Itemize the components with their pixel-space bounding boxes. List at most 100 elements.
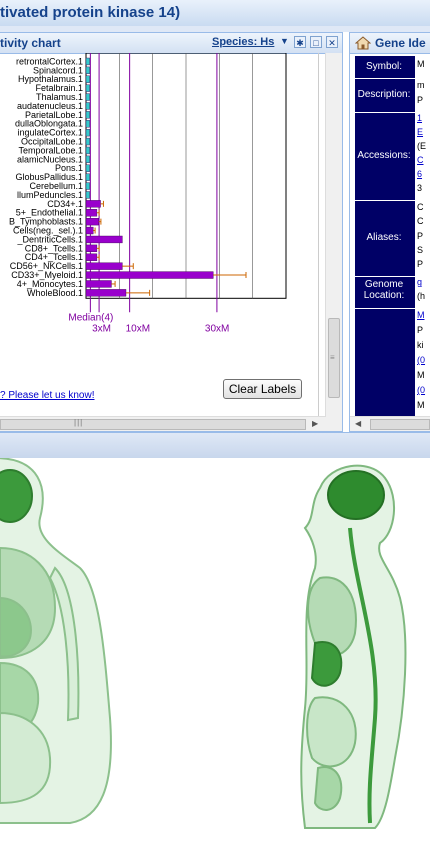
gene-info-value: M	[415, 56, 430, 78]
body-map	[0, 457, 407, 829]
gene-panel-header: Gene Ide	[350, 33, 430, 54]
chart-bar	[85, 200, 101, 208]
chart-bar	[85, 164, 90, 172]
category-label: TemporalLobe.1	[18, 145, 83, 155]
category-label: ingulateCortex.1	[17, 128, 83, 138]
close-icon[interactable]: ✕	[326, 36, 338, 48]
gene-info-value-line[interactable]: 1	[417, 113, 423, 123]
reference-label: 10xM	[126, 323, 150, 334]
gene-info-value-line: (h	[417, 290, 426, 301]
chart-bar	[85, 262, 123, 270]
activity-chart-panel: tivity chart Species: Hs ▼ ✱ □ ✕ retront…	[0, 32, 343, 432]
gene-info-value-line: M	[417, 400, 425, 411]
category-label: dullaOblongata.1	[15, 119, 83, 129]
gene-info-value-line[interactable]: 6	[417, 168, 423, 179]
category-label: GlobusPallidus.1	[15, 172, 83, 182]
gene-info-label: Accessions:	[357, 149, 411, 161]
chart-bar	[85, 182, 90, 190]
category-label: 5+_Endothelial.1	[16, 208, 83, 218]
gene-info-value-line[interactable]: E	[417, 126, 424, 137]
gene-info-value-line[interactable]: (0	[417, 355, 426, 366]
gene-info-value-line[interactable]: (0	[417, 385, 426, 396]
chart-bar	[85, 191, 90, 199]
chart-bar	[85, 128, 90, 137]
median-label: Median(4)	[68, 312, 113, 323]
activity-bar-chart: retrontalCortex.1Spinalcord.1Hypothalamu…	[9, 53, 287, 334]
chart-bar	[85, 209, 98, 217]
home-icon[interactable]	[355, 36, 371, 50]
chart-bar	[85, 226, 94, 235]
feedback-link[interactable]: ? Please let us know!	[0, 390, 95, 401]
gene-info-value-line: C	[417, 202, 424, 212]
chart-area: retrontalCortex.1 Spinalcord.1 Hypothalamu…	[0, 53, 319, 423]
grip-icon: |||	[74, 418, 84, 427]
gene-info-value-line: M	[417, 370, 425, 381]
vertical-scrollbar[interactable]: ≡	[325, 53, 342, 431]
horizontal-scrollbar[interactable]: ◀	[350, 416, 430, 431]
category-label: llumPeduncles.1	[17, 190, 83, 200]
gene-info-value-line: P	[417, 94, 424, 105]
category-label: 4+_Monocytes.1	[17, 279, 83, 289]
chart-bar	[85, 75, 90, 83]
species-selector[interactable]: Species: Hs	[212, 36, 275, 48]
chart-bar	[85, 57, 90, 66]
scrollbar-thumb[interactable]	[328, 318, 340, 398]
restore-icon[interactable]: □	[310, 36, 322, 48]
activity-chart-title: tivity chart	[0, 36, 61, 50]
scrollbar-thumb[interactable]	[370, 419, 430, 430]
horizontal-scrollbar[interactable]: ||| ▶	[0, 416, 326, 431]
gene-info-value-line: 3	[417, 182, 423, 193]
chart-bar	[85, 271, 214, 279]
chart-bar	[85, 84, 90, 92]
panel-splitter[interactable]	[0, 432, 430, 459]
grip-icon: ≡	[330, 353, 335, 362]
gene-info-value-line: C	[417, 216, 424, 227]
category-label: CD56+_NKCells.1	[10, 261, 83, 271]
category-label: Pons.1	[55, 163, 83, 173]
scrollbar-thumb[interactable]	[0, 419, 306, 430]
scroll-left-icon[interactable]: ◀	[355, 419, 362, 428]
gene-info-value-line: m	[417, 80, 425, 90]
gene-info-value-line: S	[417, 245, 424, 256]
clear-labels-button[interactable]: Clear Labels	[223, 379, 302, 399]
category-label: CD34+.1	[47, 199, 83, 209]
chart-bar	[85, 289, 127, 297]
body-map-area	[0, 457, 430, 845]
chart-bar	[85, 244, 98, 252]
category-label: ParietalLobe.1	[25, 110, 83, 120]
gene-info-value-line[interactable]: M	[417, 310, 425, 320]
gene-info-value-line: M	[417, 59, 425, 69]
category-label: Cells(neg._sel.).1	[13, 226, 83, 236]
chart-bar	[85, 111, 90, 119]
category-label: OccipitalLobe.1	[21, 137, 83, 147]
activity-chart-header: tivity chart Species: Hs ▼ ✱ □ ✕	[0, 33, 342, 54]
reference-label: 3xM	[92, 323, 111, 334]
chart-bar	[85, 137, 90, 146]
toolbar-spacer	[0, 26, 430, 32]
chevron-down-icon[interactable]: ▼	[280, 36, 289, 46]
chart-bar	[85, 280, 112, 288]
category-label: retrontalCortex.1	[16, 56, 83, 66]
reference-label: 30xM	[205, 323, 229, 334]
gene-info-label: Aliases:	[366, 231, 402, 243]
gene-info-value-line[interactable]: C	[417, 154, 424, 165]
category-label: alamicNucleus.1	[17, 154, 83, 164]
scroll-right-icon[interactable]: ▶	[312, 419, 319, 428]
category-label: audatenucleus.1	[17, 101, 83, 111]
gear-icon[interactable]: ✱	[294, 36, 306, 48]
chart-bar	[85, 155, 90, 164]
category-label: Fetalbrain.1	[35, 83, 83, 93]
gene-info-value-line: P	[417, 259, 424, 270]
category-label: _DentriticCells.1	[16, 234, 83, 244]
chart-bar	[85, 120, 90, 128]
gene-info-value-line[interactable]: g	[417, 277, 423, 287]
chart-bar	[85, 217, 99, 226]
gene-info-label: Description:	[357, 88, 411, 100]
gene-info-label: Genome Location:	[363, 279, 405, 301]
gene-info-value-line: P	[417, 325, 424, 336]
category-label: Hypothalamus.1	[18, 74, 83, 84]
gene-info-row: Description: m P	[355, 78, 430, 113]
gene-info-row: Genome Location: g (h	[355, 276, 430, 309]
